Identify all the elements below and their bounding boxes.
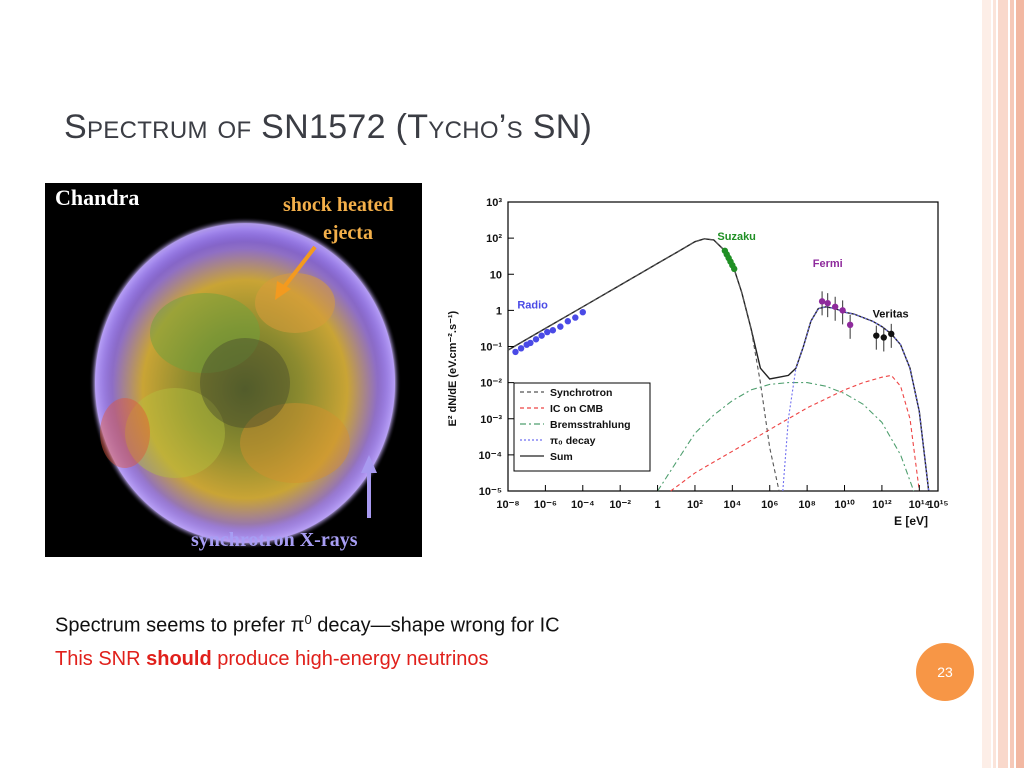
point-radio [512,348,519,356]
x-tick-label: 10⁻⁴ [571,499,594,511]
x-tick-label: 10⁻⁸ [496,499,519,511]
chandra-xray-image: Chandra shock heated ejecta synchrotron … [45,183,422,557]
y-tick-label: 10⁻¹ [480,342,502,354]
pi-superscript: 0 [304,612,312,627]
body-line-1: Spectrum seems to prefer π0 decay—shape … [55,603,560,643]
x-axis-label: E [eV] [894,514,928,528]
legend-label: Sum [550,451,573,463]
group-label-radio: Radio [517,300,548,312]
point-veritas [880,334,887,341]
x-tick-label: 10¹⁵ [927,499,948,511]
legend-label: π₀ decay [550,435,596,447]
x-tick-label: 10¹⁴ [909,499,930,511]
page-number-badge: 23 [916,643,974,701]
series-synchrotron [507,238,780,492]
point-radio [557,323,564,330]
x-tick-label: 10¹⁰ [834,499,855,511]
slide-body: Spectrum seems to prefer π0 decay—shape … [55,603,560,676]
spectrum-plot: 10⁻⁸ 10⁻⁶ 10⁻⁴ 10⁻² 1 10² 10⁴ 10⁶ 10⁸ 10¹⁰ 10¹² 10¹… [447,197,949,528]
ejecta-arrow [279,245,317,293]
point-radio [579,308,586,316]
point-radio [549,327,557,334]
x-tick-label: 10¹² [872,499,892,511]
y-tick-label: 10⁻⁵ [479,486,502,498]
y-tick-label: 10⁻² [480,378,502,390]
y-tick-label: 10⁻⁴ [479,450,502,462]
y-tick-label: 10³ [486,197,502,209]
point-radio [572,314,579,321]
decorative-edge-stripes [980,0,1024,768]
legend-label: Bremsstrahlung [550,419,631,431]
point-radio [527,339,534,347]
series--decay [782,306,930,492]
group-label-suzaku: Suzaku [717,231,756,243]
y-tick-label: 10⁻³ [480,414,502,426]
x-tick-label: 10⁴ [724,499,742,511]
y-tick-label: 10 [490,269,502,281]
chandra-label: Chandra [55,185,139,210]
series-bremsstrahlung [657,382,915,492]
point-fermi [839,307,846,314]
point-fermi [824,299,831,307]
point-radio [564,318,572,325]
body-line-2-bold: should [146,647,212,670]
series-sum [507,238,930,492]
spectrum-chart: 10⁻⁸ 10⁻⁶ 10⁻⁴ 10⁻² 1 10² 10⁴ 10⁶ 10⁸ 10¹⁰ 10¹² 10¹… [440,188,960,533]
y-tick-label: 10² [486,233,502,245]
point-radio [544,328,551,336]
x-tick-label: 10⁸ [798,499,815,511]
x-tick-label: 1 [655,499,661,511]
x-tick-label: 10⁻² [609,499,631,511]
point-radio [538,332,545,339]
synchrotron-label: synchrotron X-rays [191,529,358,551]
x-tick-label: 10² [687,499,703,511]
ejecta-label-line1: shock heated [283,194,394,216]
x-tick-label: 10⁻⁶ [534,499,557,511]
point-veritas [873,332,880,339]
point-fermi [846,321,854,329]
body-line-2-prefix: This SNR [55,647,147,670]
point-suzaku [731,265,738,273]
y-tick-label: 1 [496,305,502,317]
body-line-1-prefix: Spectrum seems to prefer π [55,614,305,637]
y-axis-label: E² dN/dE (eV.cm⁻².s⁻¹) [447,310,459,426]
group-label-veritas: Veritas [873,309,909,321]
slide-title: Spectrum of SN1572 (Tycho’s SN) [64,108,593,146]
point-fermi [818,298,826,305]
ejecta-label-line2: ejecta [323,222,373,244]
series-ic-on-cmb [670,374,920,492]
legend-label: IC on CMB [550,403,603,415]
legend-label: Synchrotron [550,387,612,399]
body-line-2: This SNR should produce high-energy neut… [55,643,560,676]
x-tick-label: 10⁶ [761,499,778,511]
body-line-2-suffix: produce high-energy neutrinos [211,647,489,670]
group-label-fermi: Fermi [813,258,843,270]
point-radio [517,345,525,352]
point-fermi [831,303,839,310]
point-radio [532,336,540,343]
point-veritas [888,330,895,338]
body-line-1-suffix: decay—shape wrong for IC [311,614,560,637]
